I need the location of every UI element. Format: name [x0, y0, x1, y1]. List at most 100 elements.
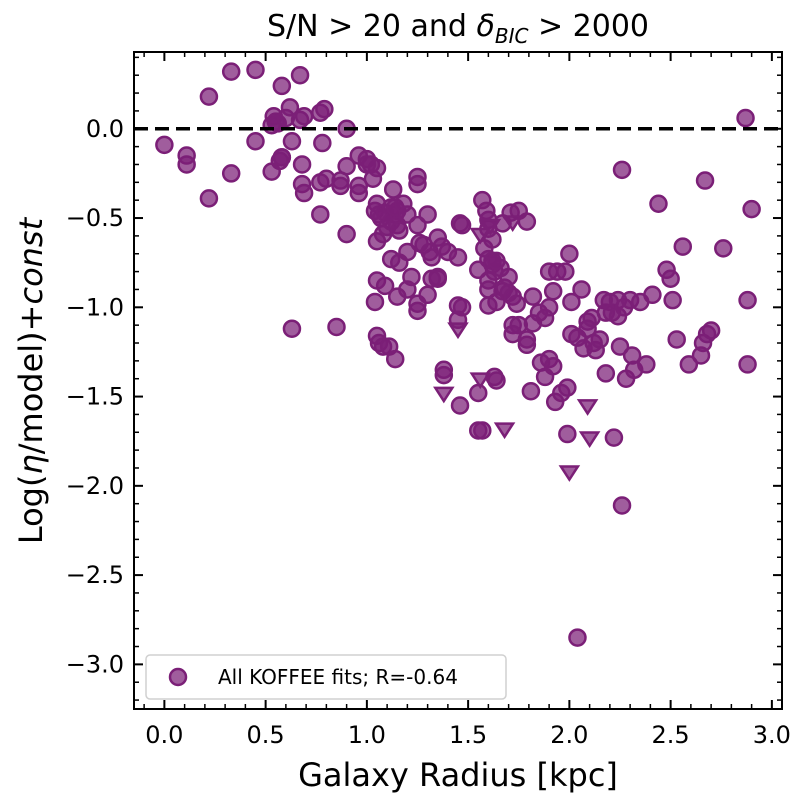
data-point: [177, 155, 196, 174]
data-point: [315, 99, 334, 119]
data-point: [292, 155, 312, 174]
triangle-point: [469, 372, 492, 390]
data-point: [294, 107, 314, 126]
data-point: [311, 205, 330, 224]
data-point: [649, 194, 668, 214]
data-point: [262, 162, 281, 181]
data-point: [221, 164, 241, 183]
data-point: [604, 428, 624, 447]
data-point: [313, 133, 332, 153]
data-point: [390, 253, 409, 272]
data-point: [272, 76, 292, 96]
data-point: [155, 135, 174, 155]
data-point: [556, 262, 575, 281]
data-point: [357, 155, 377, 174]
data-points: [155, 60, 761, 647]
data-point: [543, 356, 563, 376]
data-point: [487, 371, 506, 390]
legend-box: [145, 654, 507, 700]
data-point: [246, 60, 265, 80]
data-point: [221, 62, 241, 81]
data-point: [503, 324, 522, 344]
plot-frame: [133, 51, 783, 710]
data-point: [736, 108, 755, 128]
data-point: [479, 296, 498, 315]
y-tick-label: −2.5: [66, 561, 124, 589]
x-tick-label: 2.0: [550, 721, 588, 749]
data-point: [365, 292, 385, 312]
y-tick-label: −1.0: [66, 293, 124, 321]
x-tick-label: 0.0: [145, 721, 183, 749]
x-axis-label: Galaxy Radius [kpc]: [298, 756, 618, 794]
chart-title: S/N > 20 and δBIC > 2000: [267, 9, 649, 48]
data-point: [714, 239, 733, 258]
data-point: [390, 221, 409, 240]
data-point: [448, 248, 468, 267]
y-axis-label: Log(η/model)+const: [12, 216, 50, 544]
data-point: [610, 337, 630, 356]
triangle-point: [558, 465, 581, 482]
data-point: [560, 244, 579, 263]
data-point: [337, 224, 356, 244]
data-point: [349, 183, 369, 203]
data-point: [543, 281, 563, 301]
x-tick-label: 0.5: [247, 721, 285, 749]
data-point: [331, 176, 350, 196]
data-point: [383, 180, 403, 199]
data-point: [434, 365, 454, 385]
legend-label: All KOFFEE fits; R=-0.64: [218, 665, 458, 689]
data-point: [738, 355, 757, 374]
triangle-point: [433, 386, 455, 404]
data-point: [473, 421, 492, 440]
data-point: [558, 378, 577, 397]
data-point: [673, 237, 693, 256]
data-point: [590, 330, 609, 349]
y-tick-label: −0.5: [66, 204, 124, 232]
data-point: [539, 298, 559, 317]
triangle-point: [493, 422, 516, 440]
x-tick-label: 3.0: [753, 721, 791, 749]
data-point: [738, 290, 757, 310]
x-tick-label: 1.0: [348, 721, 386, 749]
data-point: [290, 65, 310, 85]
data-point: [558, 424, 577, 444]
data-point: [272, 148, 292, 167]
data-point: [418, 285, 437, 305]
data-point: [612, 496, 632, 515]
data-point: [562, 292, 581, 312]
data-point: [385, 349, 405, 369]
data-point: [663, 290, 682, 310]
data-point: [667, 330, 686, 349]
triangle-point: [469, 227, 492, 245]
triangle-point: [447, 322, 469, 340]
data-point: [450, 396, 470, 415]
data-point: [661, 269, 680, 288]
data-point: [327, 317, 346, 337]
data-point: [679, 355, 699, 374]
data-point: [568, 628, 587, 647]
triangle-point: [479, 218, 502, 236]
data-point: [572, 280, 591, 299]
x-tick-label: 2.5: [652, 721, 690, 749]
data-point: [280, 98, 300, 117]
data-point: [282, 132, 302, 151]
triangle-point: [576, 399, 599, 416]
data-point: [418, 205, 437, 224]
data-point: [523, 287, 543, 306]
y-tick-label: −2.0: [66, 472, 124, 500]
data-point: [375, 276, 395, 296]
data-point: [596, 364, 616, 383]
data-point: [199, 87, 219, 106]
data-point: [695, 171, 715, 190]
data-point: [742, 199, 761, 219]
data-point: [469, 383, 488, 403]
data-point: [701, 321, 721, 340]
y-tick-label: −3.0: [66, 650, 124, 678]
legend: All KOFFEE fits; R=-0.64: [145, 654, 507, 700]
data-point: [521, 381, 541, 401]
data-point: [612, 160, 632, 180]
data-point: [408, 174, 427, 194]
data-point: [487, 251, 506, 271]
data-point: [398, 280, 417, 299]
